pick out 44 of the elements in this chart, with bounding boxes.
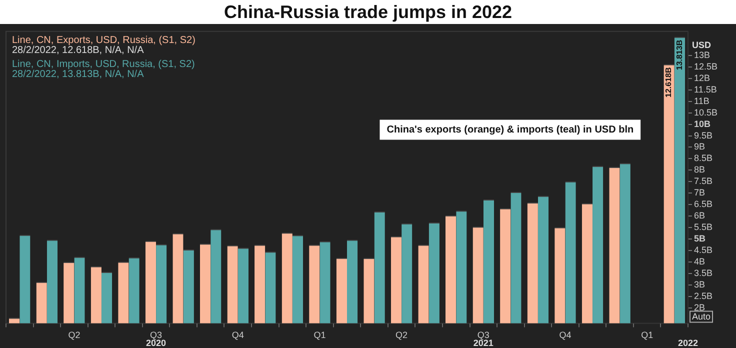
y-tick-label: 8.5B [694,153,713,164]
x-tick-label: Q4 [232,330,244,340]
text: 2020 [146,338,166,348]
y-tick-label: 9B [694,142,706,152]
x-tick-label: Q3 [477,330,490,340]
y-tick-label: 12B [694,72,710,83]
x-tick-label: Q3 [150,330,162,340]
y-tick-label: 9.5B [694,130,713,140]
x-tick-label: Q2 [68,330,80,340]
y-tick-label: 4.5B [694,244,713,255]
y-tick-label: 5.5B [694,222,713,232]
y-tick-label: 11.5B [694,84,717,94]
y-tick-label: 6B [694,210,706,221]
text: Line, CN, Exports, USD, Russia, (S1, S2) [12,35,196,46]
y-tick-label: 7.5B [694,176,713,186]
text: 2021 [473,338,494,348]
data-label: 12.618B [664,67,674,98]
y-tick-label: 12.5B [694,61,718,72]
x-tick-label: Q2 [396,330,408,340]
x-tick-label: Q4 [559,330,572,340]
text: 2022 [678,338,698,348]
annotation: 28/2/2022, 12.618B, N/A, N/A [12,45,144,56]
annotation: 28/2/2022, 13.813B, N/A, N/A [12,69,144,80]
y-tick-label: 2B [694,302,706,312]
y-axis-title: USD [692,40,712,50]
chart-title: China-Russia trade jumps in 2022 [0,0,736,24]
y-tick-label: 10B [694,118,712,129]
y-tick-label: 6.5B [694,199,713,210]
y-tick-label: 3.5B [694,268,713,278]
y-tick-label: 8B [694,164,706,175]
y-tick-label: 4B [694,256,706,266]
annotation: China's exports (orange) & imports (teal) in USD bln [386,124,634,136]
y-tick-label: 3B [694,279,706,290]
y-tick-label: 11B [694,96,710,106]
y-tick-label: 7B [694,188,706,198]
x-tick-label: Q1 [314,330,326,340]
text: Line, CN, Imports, USD, Russia, (S1, S2) [12,59,195,70]
data-label: 13.813B [674,40,684,70]
text: Auto [692,312,711,322]
y-tick-label: 2.5B [694,290,713,301]
y-tick-label: 10.5B [694,107,718,118]
y-tick-label: 13B [694,50,710,60]
y-tick-label: 5B [694,233,706,244]
x-tick-label: Q1 [641,330,654,340]
